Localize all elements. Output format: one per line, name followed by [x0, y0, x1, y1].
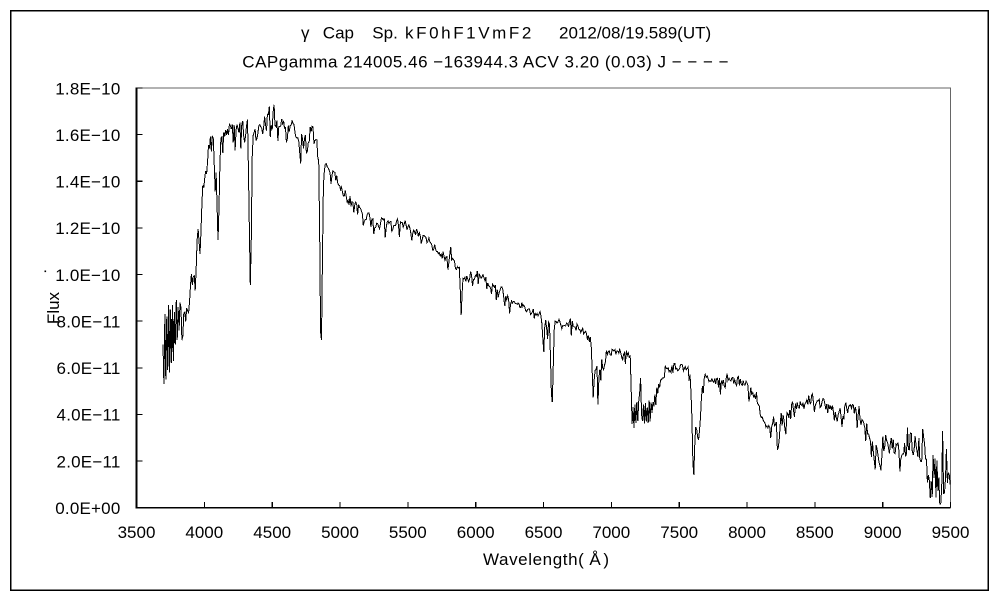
svg-text:Wavelength(Å): Wavelength(Å)	[483, 550, 610, 569]
svg-text:kF0hF1VmF2: kF0hF1VmF2	[405, 24, 534, 43]
svg-text:Flux: Flux	[44, 291, 63, 324]
svg-text:2.0E−11: 2.0E−11	[57, 452, 121, 471]
svg-text:CAPgamma 214005.46 −163944.3 A: CAPgamma 214005.46 −163944.3 ACV 3.20 (0…	[242, 53, 729, 72]
svg-text:5500: 5500	[389, 523, 427, 542]
svg-text:0.0E+00: 0.0E+00	[55, 499, 120, 518]
svg-text:1.4E−10: 1.4E−10	[55, 173, 120, 192]
svg-text:4.0E−11: 4.0E−11	[57, 406, 121, 425]
svg-text:9500: 9500	[932, 523, 970, 542]
svg-text:8.0E−11: 8.0E−11	[57, 313, 121, 332]
svg-text:7000: 7000	[592, 523, 630, 542]
svg-text:1.2E−10: 1.2E−10	[55, 219, 120, 238]
svg-text:Cap: Cap	[323, 24, 354, 43]
svg-text:6000: 6000	[457, 523, 495, 542]
svg-text:5000: 5000	[321, 523, 359, 542]
svg-text:1.8E−10: 1.8E−10	[55, 79, 120, 98]
svg-text:3500: 3500	[118, 523, 156, 542]
svg-text:2012/08/19.589(UT): 2012/08/19.589(UT)	[559, 24, 711, 43]
svg-text:1.6E−10: 1.6E−10	[55, 126, 120, 145]
svg-text:4000: 4000	[185, 523, 223, 542]
svg-text:8500: 8500	[796, 523, 834, 542]
svg-text:9000: 9000	[864, 523, 902, 542]
svg-text:6500: 6500	[525, 523, 563, 542]
svg-text:Sp.: Sp.	[372, 24, 398, 43]
svg-text:1.0E−10: 1.0E−10	[55, 266, 120, 285]
svg-text:7500: 7500	[660, 523, 698, 542]
svg-text:8000: 8000	[728, 523, 766, 542]
svg-text:γ: γ	[301, 24, 310, 43]
svg-text:4500: 4500	[253, 523, 291, 542]
svg-text:6.0E−11: 6.0E−11	[57, 359, 121, 378]
